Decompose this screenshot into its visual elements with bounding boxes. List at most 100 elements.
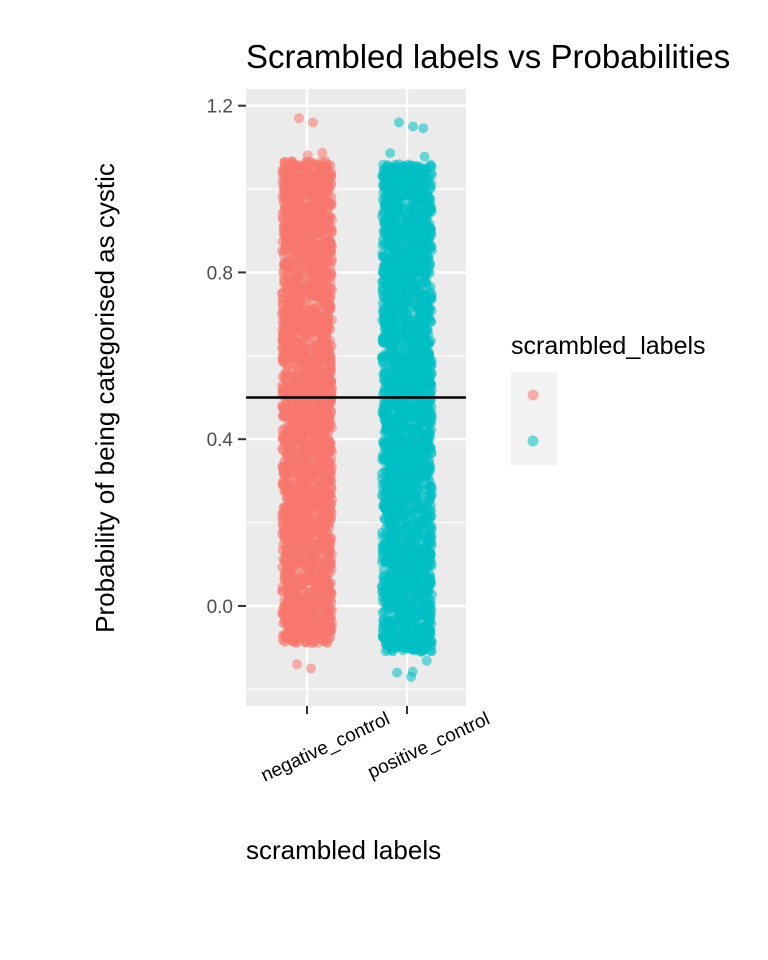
data-point bbox=[313, 251, 324, 262]
data-point bbox=[304, 449, 315, 460]
data-point bbox=[279, 408, 290, 419]
data-point bbox=[304, 533, 315, 544]
data-point bbox=[306, 663, 316, 674]
data-point bbox=[285, 309, 296, 320]
series-negative_control bbox=[277, 113, 337, 674]
data-point bbox=[301, 555, 312, 566]
data-point bbox=[426, 637, 437, 648]
data-point bbox=[294, 113, 304, 124]
data-point bbox=[306, 504, 317, 515]
data-point bbox=[325, 390, 336, 401]
data-point bbox=[403, 159, 414, 170]
data-point bbox=[283, 445, 294, 456]
data-point bbox=[426, 223, 437, 234]
data-point bbox=[290, 541, 301, 552]
data-point bbox=[312, 489, 323, 500]
data-point bbox=[399, 591, 410, 602]
data-point bbox=[310, 467, 320, 478]
data-point bbox=[418, 123, 429, 134]
data-point bbox=[278, 171, 289, 182]
data-point bbox=[288, 518, 299, 529]
data-point bbox=[299, 361, 310, 372]
data-point bbox=[383, 238, 394, 249]
data-point bbox=[279, 190, 290, 201]
data-point bbox=[316, 533, 327, 544]
data-point bbox=[294, 309, 305, 320]
data-point bbox=[286, 198, 297, 209]
data-point bbox=[280, 512, 291, 523]
data-point bbox=[399, 413, 410, 424]
data-point bbox=[287, 244, 298, 255]
data-point bbox=[307, 609, 318, 620]
data-point bbox=[310, 627, 321, 638]
data-point bbox=[295, 317, 306, 328]
data-point bbox=[314, 311, 325, 322]
data-point bbox=[326, 406, 337, 417]
data-point bbox=[287, 399, 298, 410]
data-point bbox=[298, 593, 309, 604]
data-point bbox=[310, 519, 321, 530]
data-point bbox=[299, 409, 310, 420]
data-point bbox=[308, 172, 319, 183]
data-point bbox=[315, 162, 326, 173]
data-point bbox=[324, 535, 335, 546]
data-point bbox=[394, 523, 405, 534]
data-point bbox=[301, 330, 312, 341]
data-point bbox=[294, 602, 305, 613]
data-point bbox=[318, 287, 329, 298]
data-point bbox=[294, 225, 305, 236]
data-point bbox=[306, 228, 317, 239]
data-point bbox=[280, 341, 291, 352]
data-point bbox=[296, 213, 307, 224]
data-point bbox=[278, 522, 289, 533]
data-point bbox=[314, 321, 325, 332]
data-point bbox=[298, 245, 309, 256]
data-point bbox=[326, 170, 337, 181]
data-point bbox=[279, 595, 290, 606]
data-point bbox=[418, 429, 428, 440]
data-point bbox=[419, 151, 430, 162]
data-point bbox=[302, 343, 313, 354]
data-point bbox=[321, 466, 332, 477]
data-point bbox=[310, 475, 321, 486]
data-point bbox=[294, 417, 305, 428]
data-point bbox=[323, 368, 333, 379]
data-point bbox=[325, 245, 336, 256]
data-point bbox=[312, 553, 323, 564]
data-point bbox=[302, 636, 312, 647]
data-point bbox=[313, 412, 324, 423]
data-point bbox=[318, 440, 329, 451]
data-point bbox=[389, 223, 400, 234]
data-point bbox=[308, 158, 318, 168]
data-point bbox=[418, 225, 429, 236]
data-point bbox=[421, 195, 431, 206]
data-point bbox=[311, 580, 322, 591]
data-point bbox=[279, 503, 290, 514]
data-point bbox=[296, 370, 307, 381]
data-point bbox=[323, 583, 333, 594]
data-point bbox=[325, 555, 336, 566]
data-point bbox=[390, 242, 401, 252]
data-point bbox=[290, 260, 301, 271]
data-point bbox=[323, 546, 334, 557]
data-point bbox=[320, 271, 330, 281]
data-point bbox=[320, 509, 331, 519]
data-point bbox=[309, 290, 320, 301]
data-point bbox=[317, 213, 328, 224]
data-point bbox=[296, 507, 307, 518]
data-point bbox=[385, 148, 396, 159]
data-point bbox=[413, 214, 424, 225]
data-point bbox=[293, 431, 304, 441]
data-point bbox=[326, 482, 337, 493]
data-point bbox=[293, 204, 304, 215]
data-point bbox=[323, 632, 334, 643]
data-point bbox=[303, 518, 314, 529]
data-point bbox=[425, 487, 436, 498]
data-point bbox=[284, 159, 295, 170]
data-point bbox=[282, 227, 293, 238]
data-point bbox=[326, 227, 337, 238]
data-point bbox=[278, 385, 289, 396]
data-point bbox=[278, 356, 289, 367]
data-point bbox=[381, 586, 392, 597]
